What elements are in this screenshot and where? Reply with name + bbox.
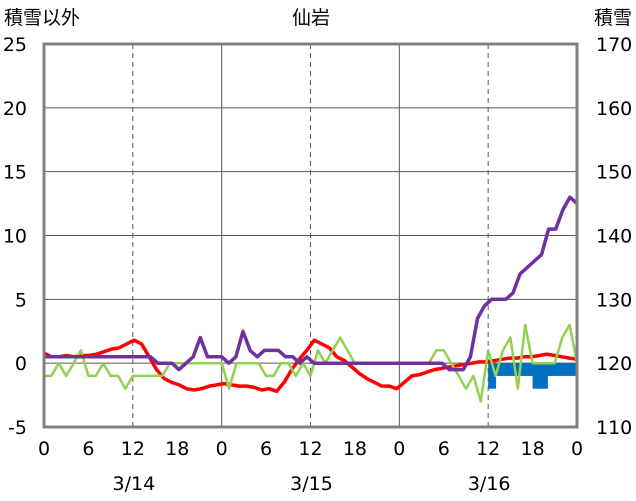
right-axis-label: 積雪 [594,7,632,29]
right-tick-label: 140 [596,226,632,248]
snow-depth-line [44,195,579,372]
precipitation-bar [547,363,556,376]
x-tick-label: 18 [165,438,189,460]
left-axis-label: 積雪以外 [4,7,80,29]
plot-frame [42,42,579,429]
left-tick-label: 20 [3,98,27,120]
right-tick-label: 170 [596,34,632,56]
precipitation-bar [562,363,571,376]
left-tick-label: 0 [15,353,27,375]
x-tick-label: 0 [571,438,583,460]
temperature-line [43,338,578,394]
x-tick-label: 6 [438,438,450,460]
precipitation-bar [517,363,526,376]
precipitation-bar [569,363,578,376]
left-tick-label: -5 [8,417,27,439]
precipitation-bar [525,363,534,376]
date-label: 3/16 [468,473,511,495]
left-tick-label: 10 [3,226,27,248]
x-tick-label: 18 [520,438,544,460]
x-tick-label: 18 [343,438,367,460]
x-tick-label: 12 [298,438,322,460]
left-tick-label: 15 [3,162,27,184]
left-tick-label: 25 [3,34,27,56]
left-y-ticks: 25 20 15 10 5 0 -5 [3,34,27,439]
x-tick-label: 0 [393,438,405,460]
x-tick-label: 6 [82,438,94,460]
precipitation-bar [532,363,541,389]
precipitation-bars [488,363,578,389]
date-label: 3/15 [290,473,333,495]
right-tick-label: 110 [596,417,632,439]
x-tick-label: 0 [216,438,228,460]
wind-line [44,323,579,403]
x-tick-label: 6 [260,438,272,460]
x-tick-label: 0 [38,438,50,460]
date-label: 3/14 [112,473,155,495]
precipitation-bar [554,363,563,376]
precipitation-bar [539,363,548,389]
x-tick-label: 12 [121,438,145,460]
right-y-ticks: 170 160 150 140 130 120 110 [596,34,632,439]
precipitation-bar [488,363,497,389]
precipitation-bar [495,363,504,376]
right-tick-label: 130 [596,289,632,311]
date-labels: 3/14 3/15 3/16 [112,473,510,495]
right-tick-label: 160 [596,98,632,120]
left-tick-label: 5 [15,289,27,311]
precipitation-bar [502,363,511,376]
right-tick-label: 150 [596,162,632,184]
right-tick-label: 120 [596,353,632,375]
x-tick-label: 12 [476,438,500,460]
series-lines [43,195,579,403]
chart-title: 仙岩 [292,7,330,29]
x-ticks: 0 6 12 18 0 6 12 18 0 6 12 18 0 [38,438,583,460]
